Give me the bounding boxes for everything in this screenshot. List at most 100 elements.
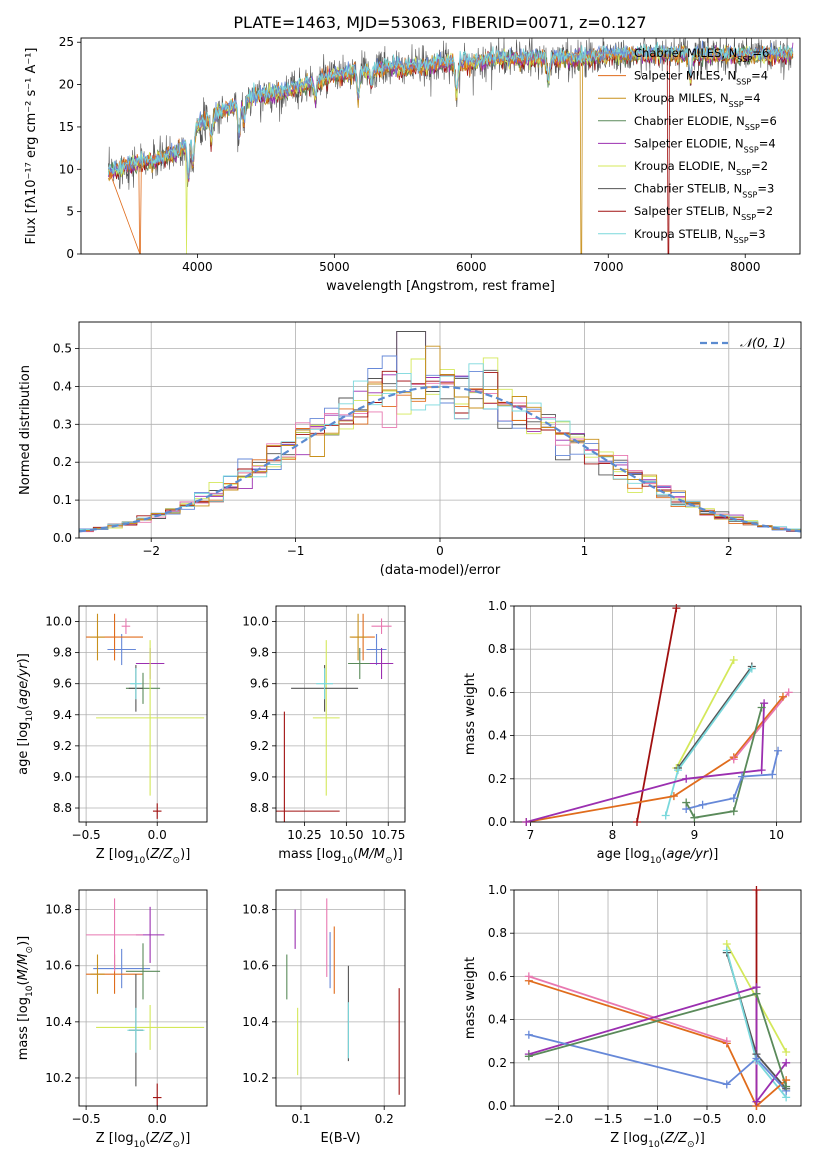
axes-frame [275,605,406,823]
weight-marker-chabrier_elodie [752,989,761,998]
y-tick-label: 0.2 [488,1056,507,1070]
plot-area [286,898,400,1095]
y-tick-label: 10.2 [242,1071,269,1085]
x-tick-label: 6000 [456,260,487,274]
gaussian-curve [79,385,801,533]
y-tick-label: 0.0 [488,1099,507,1113]
x-axis-label: mass [log10(M/M⊙)] [278,847,402,866]
axes-frame [78,605,208,823]
x-tick-label: 8000 [730,260,761,274]
y-tick-label: 0.5 [53,342,72,356]
x-tick-label: 0.0 [747,1112,766,1126]
y-tick-label: 5 [66,205,74,219]
errorbar-pink [86,898,143,972]
y-tick-label: 9.8 [250,646,269,660]
errorbar-chabrier_elodie [125,943,161,1000]
y-tick-label: 9.4 [250,708,269,722]
weight-marker-kroupa_stelib [722,946,731,955]
errorbar-salpeter_elodie [369,647,394,680]
weight-marker-chabrier_elodie [682,798,691,807]
x-tick-label: −1.0 [643,1112,672,1126]
errorbar-kroupa_miles [90,613,105,661]
x-tick-label: 10.75 [371,828,405,842]
weight-marker-salpeter_elodie [522,818,531,826]
x-axis-label: wavelength [Angstrom, rest frame] [326,279,555,294]
legend-label-salpeter_stelib: Salpeter STELIB, NSSP=2 [634,204,773,222]
weight-marker-salpeter_elodie [760,699,769,708]
x-tick-label: −0.5 [692,1112,721,1126]
panel-spectrum: 4000 5000 6000 7000 8000 0 5 10 15 20 25 wavelength… [24,35,801,294]
weight-line-chabrier_elodie [685,707,763,819]
x-axis-label: (data-model)/error [380,563,501,578]
weight-marker-salpeter_elodie [682,774,691,783]
y-tick-label: 0.6 [488,685,507,699]
errorbar-kroupa_stelib [130,668,142,700]
y-tick-label: 9.2 [53,739,72,753]
x-tick-label: 2 [725,544,733,558]
weight-marker-salpeter_elodie [782,1058,791,1067]
weight-line-kroupa_elodie [675,659,735,769]
x-tick-label: 10.25 [287,828,321,842]
x-tick-label: 10 [769,828,784,842]
x-tick-label: 4000 [182,260,213,274]
weight-marker-pink [729,755,738,764]
weight-marker-chabrier_miles [752,1054,761,1063]
y-tick-label: 15 [59,120,74,134]
weight-marker-salpeter_stelib [752,886,761,894]
weight-line-pink [733,691,790,760]
weight-marker-chabrier_miles [698,800,707,809]
y-tick-label: 10.2 [45,1071,72,1085]
weight-marker-salpeter_stelib [672,604,681,613]
y-axis-label: age [log10(age/yr)] [16,653,35,775]
weight-marker-chabrier_elodie [782,1082,791,1091]
x-axis-label: Z [log10(Z/Z⊙)] [610,1131,705,1150]
y-tick-label: 9.6 [53,677,72,691]
x-tick-label: 5000 [319,260,350,274]
weight-line-chabrier_miles [528,1033,787,1092]
weight-marker-kroupa_stelib [674,766,682,775]
y-tick-label: 9.0 [53,770,72,784]
panel-age-weight: 7 8 9 10 0.0 0.2 0.4 0.6 0.8 1.0 age [log10(age/yr… [463,599,802,866]
histogram-legend: 𝒩(0, 1) [700,335,786,350]
y-tick-label: 10.6 [45,959,72,973]
weight-marker-chabrier_elodie [524,1052,533,1061]
y-axis-label: mass weight [463,957,478,1039]
x-axis-label: Z [log10(Z/Z⊙)] [96,847,191,866]
errorbar-kroupa_miles [349,613,367,661]
y-tick-label: 0.4 [488,729,507,743]
legend-label-gaussian: 𝒩(0, 1) [740,335,786,350]
y-tick-label: 10.8 [45,903,72,917]
legend-label-kroupa_elodie: Kroupa ELODIE, NSSP=2 [634,159,768,177]
weight-marker-chabrier_elodie [757,703,766,712]
y-tick-label: 1.0 [488,599,507,613]
spectrum-legend: Chabrier MILES, NSSP=6 Salpeter MILES, NS… [598,46,777,244]
y-tick-label: 9.0 [250,770,269,784]
errorbar-pink [371,618,392,634]
x-tick-label: 7000 [593,260,624,274]
y-tick-label: 10.0 [45,615,72,629]
x-tick-label: 0.1 [291,1112,310,1126]
y-tick-label: 0.6 [488,969,507,983]
weight-line-salpeter_miles [528,979,787,1106]
errorbar-pink [121,618,131,634]
histogram-kroupa_miles [79,345,801,538]
legend-label-salpeter_elodie: Salpeter ELODIE, NSSP=4 [634,136,776,154]
errorbar-kroupa_stelib [316,668,333,700]
errorbar-kroupa_elodie [312,640,340,796]
y-tick-label: 0.4 [53,379,72,393]
panel-z-mass: −0.5 0.0 10.2 10.4 10.6 10.8 Z [log10(Z/Z⊙)] ma… [16,889,208,1150]
y-tick-label: 9.4 [53,708,72,722]
x-tick-label: 10.50 [329,828,363,842]
y-tick-label: 0.2 [488,772,507,786]
x-tick-label: −2.0 [544,1112,573,1126]
x-tick-label: 1 [581,544,589,558]
panel-mass-age: 10.25 10.50 10.75 8.8 9.0 9.2 9.4 9.6 9.8 10.0 mas… [242,605,406,866]
weight-line-chabrier_stelib [677,665,753,769]
plot-area [276,613,394,822]
y-tick-label: 10 [59,162,74,176]
y-tick-label: 0.8 [488,642,507,656]
errorbar-salpeter_stelib [152,1083,162,1106]
y-axis-label: mass [log10(M/M⊙)] [16,936,35,1060]
y-tick-label: 8.8 [53,801,72,815]
